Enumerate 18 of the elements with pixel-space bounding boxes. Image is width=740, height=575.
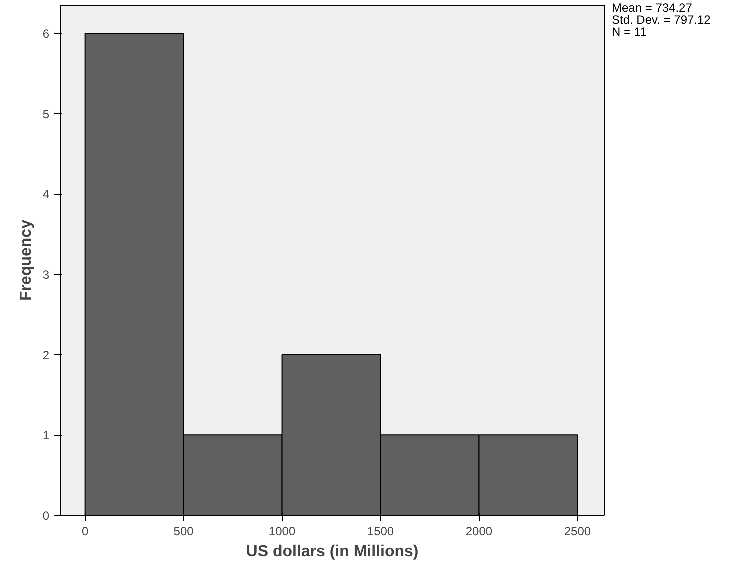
y-axis-title: Frequency	[18, 220, 35, 301]
y-tick-label: 6	[42, 27, 50, 42]
text: N = 11	[612, 25, 648, 39]
y-tick-label: 2	[42, 348, 50, 362]
y-tick-label: 1	[42, 428, 50, 443]
x-tick-label: 1000	[268, 524, 296, 538]
x-tick-label: 2500	[564, 524, 592, 538]
y-tick-label: 5	[42, 107, 50, 122]
x-tick-label: 500	[174, 524, 194, 538]
x-tick-label: 1500	[367, 524, 394, 538]
y-tick-label: 3	[42, 268, 50, 282]
y-tick-label: 0	[42, 509, 50, 523]
x-axis-title: US dollars (in Millions)	[246, 544, 419, 560]
text: Std. Dev. = 797.12	[612, 13, 711, 27]
text: Mean = 734.27	[612, 1, 694, 15]
x-tick-label: 2000	[466, 524, 493, 538]
x-tick-label: 0	[82, 524, 89, 538]
y-tick-label: 4	[42, 188, 50, 202]
